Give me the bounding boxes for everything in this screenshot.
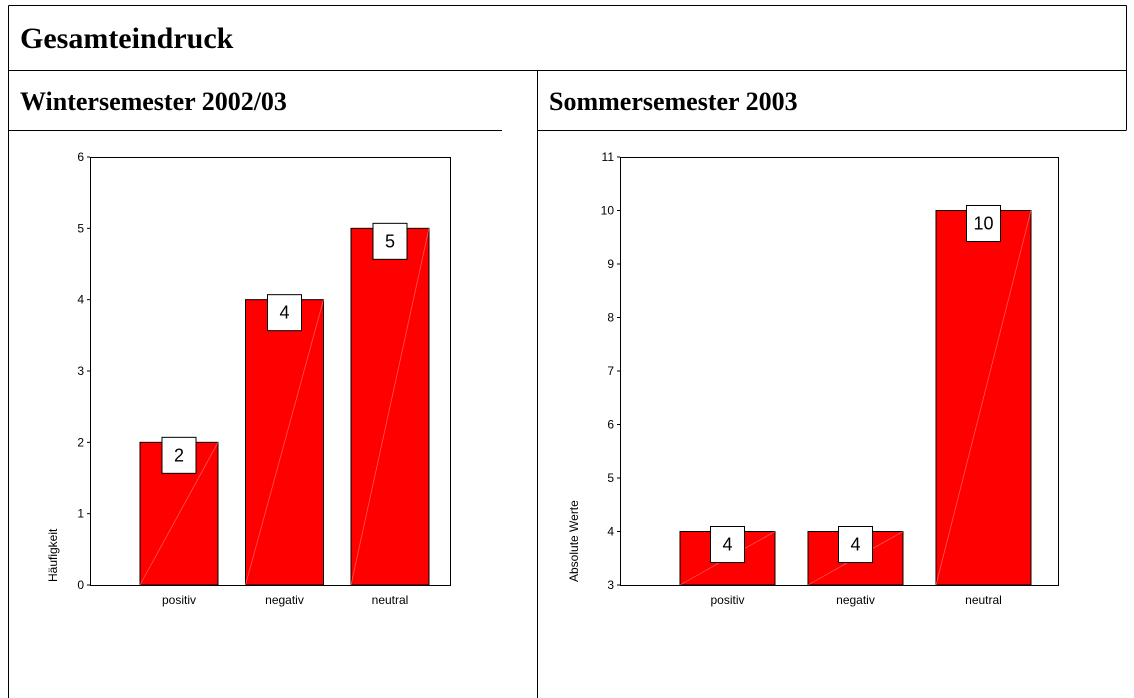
y-tick-label: 4: [607, 525, 614, 539]
x-tick-label: negativ: [836, 593, 875, 607]
value-label-box: [710, 526, 745, 563]
y-tick-label: 3: [607, 578, 614, 592]
x-tick-label: positiv: [710, 593, 744, 607]
y-axis-label: Häufigkeit: [46, 528, 60, 582]
bar-sheen: [350, 228, 430, 586]
bar-sheen: [245, 299, 324, 586]
bar-sheen: [139, 442, 219, 586]
x-tick-label: neutral: [965, 593, 1002, 607]
y-tick-label: 2: [77, 435, 84, 449]
y-tick-label: 10: [601, 204, 615, 218]
value-label: 5: [385, 231, 395, 251]
plot-frame: [90, 157, 451, 586]
value-label: 4: [279, 303, 289, 323]
y-tick-label: 9: [607, 257, 614, 271]
value-label: 4: [850, 535, 860, 555]
value-label-box: [838, 526, 873, 563]
value-label-box: [966, 205, 1001, 242]
y-tick-label: 7: [607, 364, 614, 378]
y-tick-label: 6: [607, 418, 614, 432]
y-tick-label: 11: [602, 150, 615, 164]
section-title: Wintersemester 2002/03: [20, 87, 287, 116]
y-tick-label: 5: [607, 471, 614, 485]
x-tick-label: negativ: [265, 593, 304, 607]
x-tick-label: neutral: [372, 593, 409, 607]
y-tick-label: 3: [77, 364, 84, 378]
y-tick-label: 8: [607, 311, 614, 325]
value-label-box: [372, 222, 408, 260]
y-tick-label: 6: [77, 150, 84, 164]
page-title: Gesamteindruck: [20, 22, 234, 55]
bar-sheen: [935, 210, 1032, 586]
y-tick-label: 1: [77, 507, 84, 521]
value-label-box: [161, 436, 197, 474]
section-title: Sommersemester 2003: [549, 87, 798, 116]
value-label: 4: [722, 535, 732, 555]
value-label: 2: [174, 445, 184, 465]
y-axis-label: Absolute Werte: [567, 500, 581, 582]
x-tick-label: positiv: [162, 593, 196, 607]
value-label: 10: [973, 214, 993, 234]
y-tick-label: 4: [77, 293, 84, 307]
y-tick-label: 0: [77, 578, 84, 592]
y-tick-label: 5: [77, 221, 84, 235]
value-label-box: [267, 294, 302, 332]
